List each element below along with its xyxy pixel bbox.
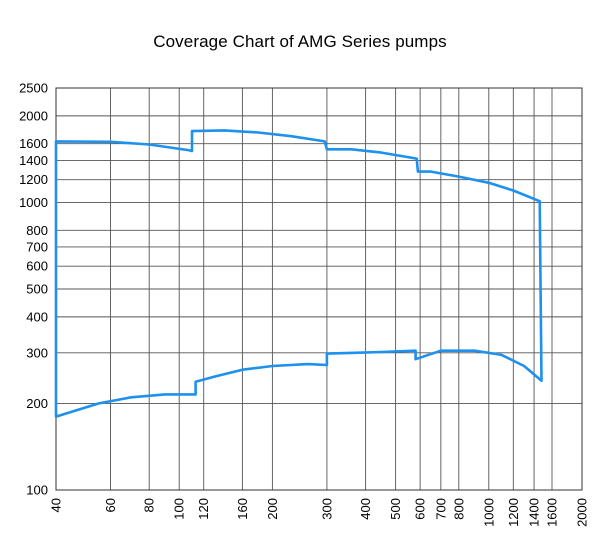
x-tick-label: 120 [196,498,211,520]
y-tick-label: 1000 [19,195,48,210]
x-tick-label: 700 [433,498,448,520]
x-tick-label: 160 [235,498,250,520]
y-tick-label: 200 [26,396,48,411]
x-tick-label: 1600 [544,498,559,527]
series-layer [54,129,543,418]
x-tick-label: 60 [103,498,118,512]
chart-title: Coverage Chart of AMG Series pumps [153,32,447,51]
y-tick-label: 1200 [19,172,48,187]
y-tick-label: 2000 [19,108,48,123]
x-tick-label: 1400 [527,498,542,527]
x-tick-label: 800 [451,498,466,520]
y-tick-label: 300 [26,345,48,360]
x-tick-label: 1200 [506,498,521,527]
x-tick-label: 40 [49,498,64,512]
x-tick-label: 300 [319,498,334,520]
x-tick-label: 400 [358,498,373,520]
y-tick-label: 800 [26,223,48,238]
y-tick-label: 400 [26,309,48,324]
y-tick-label: 100 [26,483,48,498]
x-tick-label: 2000 [575,498,590,527]
y-tick-label: 1400 [19,153,48,168]
x-tick-label: 500 [388,498,403,520]
y-tick-label: 600 [26,259,48,274]
x-tick-label: 1000 [481,498,496,527]
x-tick-label: 100 [172,498,187,520]
y-tick-label: 2500 [19,81,48,96]
y-tick-label: 700 [26,239,48,254]
x-tick-label: 600 [413,498,428,520]
x-tick-label: 200 [265,498,280,520]
grid-lines [55,87,583,491]
y-tick-label: 500 [26,282,48,297]
x-tick-label: 80 [142,498,157,512]
series-line-coverage-boundary [54,129,543,418]
x-tick-labels: 40 60 80 100 120 160 200 300 400 500 600 700 800 1000… [49,498,590,527]
y-tick-label: 1600 [19,136,48,151]
